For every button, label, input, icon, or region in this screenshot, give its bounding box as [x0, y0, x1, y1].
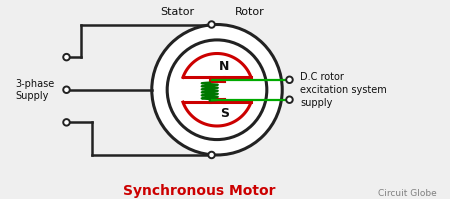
Circle shape: [208, 152, 215, 158]
Circle shape: [63, 119, 70, 126]
Text: Rotor: Rotor: [235, 7, 265, 17]
Circle shape: [152, 24, 282, 155]
Text: Stator: Stator: [160, 7, 194, 17]
Text: 3-phase
Supply: 3-phase Supply: [16, 79, 55, 100]
Text: Synchronous Motor: Synchronous Motor: [123, 184, 275, 198]
Text: N: N: [219, 60, 230, 73]
Circle shape: [286, 77, 293, 83]
Circle shape: [167, 40, 267, 139]
Circle shape: [286, 97, 293, 103]
Text: S: S: [220, 107, 229, 120]
Circle shape: [63, 54, 70, 60]
Circle shape: [63, 87, 70, 93]
Circle shape: [208, 21, 215, 28]
Text: Circuit Globe: Circuit Globe: [378, 189, 437, 198]
Text: D.C rotor
excitation system
supply: D.C rotor excitation system supply: [300, 72, 387, 108]
